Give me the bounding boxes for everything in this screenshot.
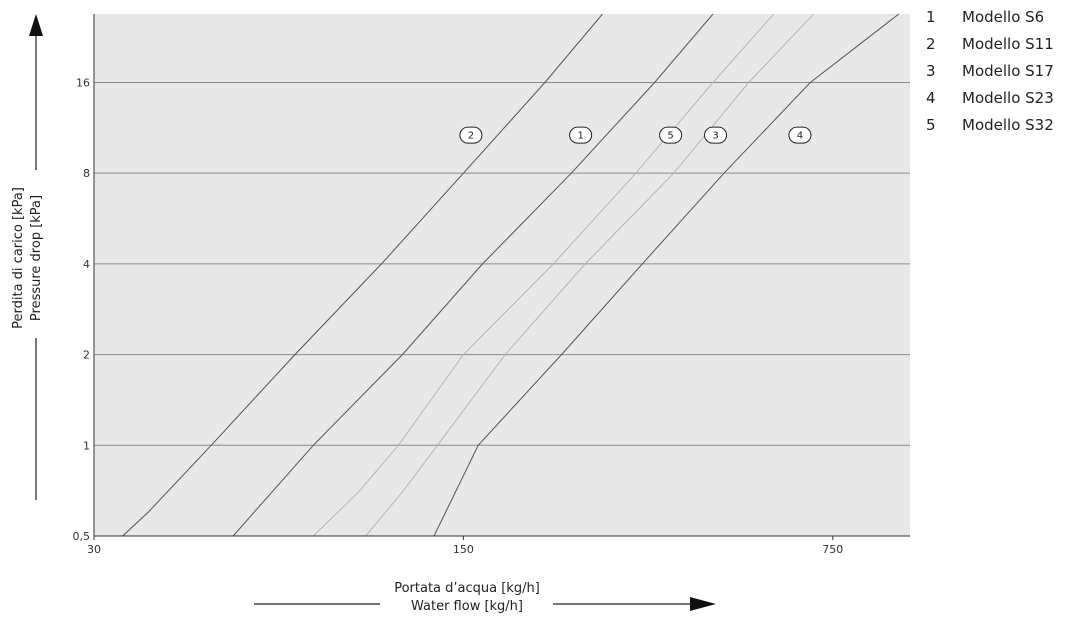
y-tick-label: 16 [76,76,90,89]
curve-series-2 [122,14,603,536]
curve-label-bubble [659,126,683,144]
legend-num-5: 5 [926,116,936,134]
x-axis-arrow-head [690,597,716,611]
curve-label-4: 4 [788,126,812,144]
curve-series-5 [312,14,775,536]
y-axis-title-line-2: Pressure drop [kPa] [29,195,44,321]
curve-label-2: 2 [459,126,483,144]
curve-series-1 [232,14,714,536]
legend: 1 Modello S6 2 Modello S11 3 Modello S17… [926,8,1054,134]
y-tick-label: 8 [83,167,90,180]
curve-label-text: 1 [577,131,583,142]
curve-series-3 [365,14,814,536]
curve-label-bubble [569,126,593,144]
legend-num-1: 1 [926,8,936,26]
y-tick-label: 1 [83,439,90,452]
curves-group [122,14,900,536]
legend-num-3: 3 [926,62,936,80]
y-axis-arrow-head [29,14,43,36]
x-tick-label: 150 [453,543,474,556]
legend-num-4: 4 [926,89,936,107]
x-tick-label: 750 [822,543,843,556]
tick-labels: 0,5 1 2 4 8 16 30 150 750 [73,76,844,556]
curve-labels-group: 2 1 5 3 4 [459,126,812,144]
curve-label-bubble [459,126,483,144]
legend-label-5: Modello S32 [962,116,1054,134]
x-tick-label: 30 [87,543,101,556]
legend-label-3: Modello S17 [962,62,1054,80]
x-axis-title-line-2: Water flow [kg/h] [411,599,523,614]
y-tick-label: 2 [83,349,90,362]
plot-area [94,14,910,536]
curve-label-5: 5 [659,126,683,144]
x-axis-title-line-1: Portata d’acqua [kg/h] [394,581,540,596]
y-axis-title: Perdita di carico [kPa] Pressure drop [k… [11,14,44,500]
legend-num-2: 2 [926,35,936,53]
curve-label-1: 1 [569,126,593,144]
curve-label-3: 3 [704,126,728,144]
gridlines [94,81,910,446]
y-axis-title-line-1: Perdita di carico [kPa] [11,187,26,329]
curve-label-bubble [788,126,812,144]
curve-label-text: 2 [468,131,474,142]
curve-series-4 [433,14,900,536]
legend-label-1: Modello S6 [962,8,1044,26]
legend-label-4: Modello S23 [962,89,1054,107]
x-axis-title: Portata d’acqua [kg/h] Water flow [kg/h] [254,581,716,614]
curve-label-bubble [704,126,728,144]
curve-label-text: 4 [797,131,803,142]
curve-label-text: 5 [667,131,673,142]
y-tick-label: 0,5 [73,530,91,543]
legend-label-2: Modello S11 [962,35,1054,53]
y-tick-label: 4 [83,258,90,271]
curve-label-text: 3 [712,131,718,142]
